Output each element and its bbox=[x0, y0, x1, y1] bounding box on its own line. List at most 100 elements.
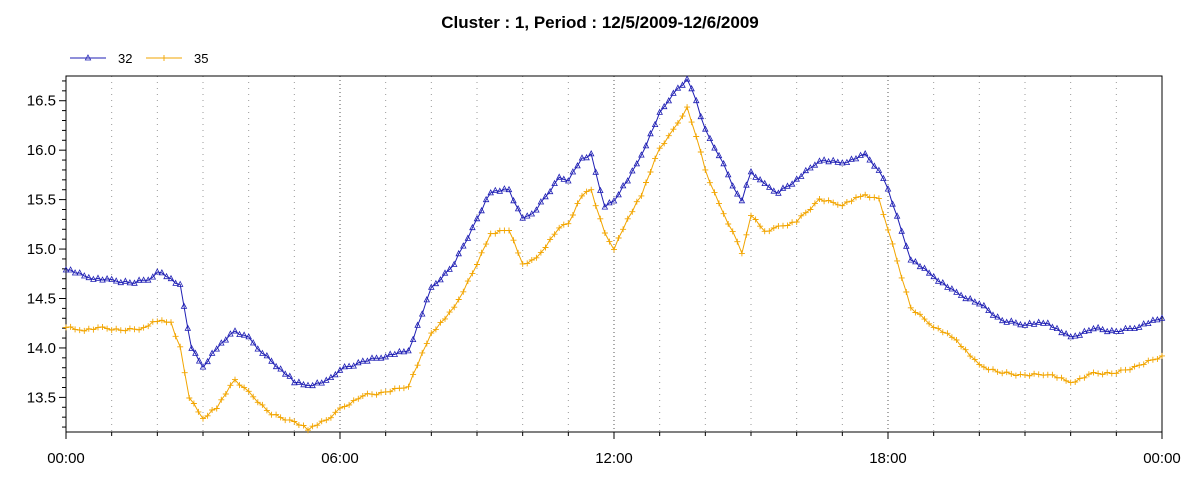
data-point bbox=[295, 378, 303, 385]
data-point bbox=[980, 364, 987, 371]
data-point bbox=[925, 269, 933, 276]
data-point bbox=[807, 206, 814, 213]
data-point bbox=[565, 220, 572, 227]
data-point bbox=[871, 194, 878, 201]
data-point bbox=[556, 224, 563, 231]
data-point bbox=[469, 223, 476, 231]
data-point bbox=[821, 198, 828, 205]
y-tick-label: 16.0 bbox=[27, 142, 56, 159]
data-point bbox=[875, 166, 883, 173]
data-point bbox=[679, 81, 686, 88]
data-point bbox=[802, 166, 810, 174]
data-point bbox=[592, 168, 599, 175]
data-point bbox=[373, 391, 380, 398]
data-point bbox=[784, 222, 791, 229]
data-point bbox=[418, 310, 426, 317]
y-tick-label: 15.5 bbox=[27, 192, 56, 209]
data-point bbox=[1085, 371, 1092, 378]
data-point bbox=[81, 272, 88, 279]
data-point bbox=[683, 75, 691, 82]
data-point bbox=[464, 278, 471, 285]
data-point bbox=[939, 329, 946, 336]
data-point bbox=[505, 185, 513, 193]
data-point bbox=[195, 357, 203, 364]
data-point bbox=[240, 331, 248, 338]
data-point bbox=[1122, 324, 1129, 331]
data-point bbox=[935, 325, 942, 332]
data-point bbox=[555, 173, 563, 180]
data-point bbox=[962, 346, 969, 353]
data-point bbox=[857, 151, 864, 158]
data-point bbox=[1072, 379, 1079, 385]
data-point bbox=[249, 339, 257, 346]
data-point bbox=[1058, 374, 1065, 381]
data-point bbox=[213, 405, 220, 412]
data-point bbox=[405, 383, 412, 390]
data-point bbox=[113, 325, 120, 332]
data-point bbox=[693, 133, 700, 140]
x-tick-label: 00:00 bbox=[47, 450, 85, 467]
data-point bbox=[254, 345, 262, 352]
data-point bbox=[1017, 371, 1024, 378]
data-point bbox=[551, 231, 558, 238]
data-point bbox=[665, 97, 673, 104]
data-point bbox=[514, 205, 522, 212]
data-point bbox=[734, 238, 741, 245]
data-point bbox=[729, 182, 736, 189]
data-point bbox=[149, 273, 157, 280]
data-point bbox=[747, 168, 755, 175]
data-point bbox=[446, 265, 453, 272]
data-point bbox=[619, 182, 627, 189]
data-point bbox=[286, 416, 293, 423]
data-point bbox=[190, 400, 197, 407]
data-point bbox=[291, 378, 298, 386]
data-point bbox=[359, 393, 366, 399]
data-point bbox=[323, 376, 330, 383]
data-point bbox=[291, 418, 298, 425]
data-point bbox=[496, 187, 504, 194]
data-point bbox=[428, 283, 435, 290]
data-point bbox=[894, 257, 901, 264]
data-point bbox=[647, 169, 654, 175]
data-point bbox=[1095, 370, 1102, 377]
data-point bbox=[615, 191, 622, 198]
data-point bbox=[85, 325, 92, 332]
data-point bbox=[154, 318, 161, 325]
data-point bbox=[104, 325, 111, 332]
data-point bbox=[560, 221, 567, 228]
data-point bbox=[848, 198, 855, 205]
data-point bbox=[1053, 324, 1061, 331]
data-point bbox=[186, 395, 193, 401]
data-point bbox=[231, 327, 239, 334]
data-point bbox=[241, 384, 248, 391]
data-point bbox=[300, 380, 307, 388]
data-point bbox=[738, 196, 746, 204]
data-point bbox=[839, 202, 846, 209]
data-point bbox=[898, 274, 905, 281]
data-point bbox=[1108, 326, 1116, 334]
data-point bbox=[154, 268, 161, 275]
data-point bbox=[798, 212, 805, 219]
data-point bbox=[811, 200, 818, 207]
data-point bbox=[437, 319, 444, 326]
data-point bbox=[917, 311, 923, 318]
data-point bbox=[501, 185, 508, 192]
y-tick-label: 15.0 bbox=[27, 241, 56, 258]
data-point bbox=[286, 372, 294, 379]
data-point bbox=[184, 324, 192, 331]
data-point bbox=[930, 272, 937, 280]
data-point bbox=[1022, 372, 1028, 378]
data-point bbox=[122, 277, 129, 284]
data-point bbox=[1113, 327, 1120, 334]
data-point bbox=[1126, 324, 1134, 331]
data-point bbox=[966, 295, 974, 302]
data-point bbox=[971, 298, 979, 305]
data-point bbox=[921, 316, 928, 323]
data-point bbox=[222, 336, 230, 343]
data-point bbox=[528, 257, 535, 263]
data-point bbox=[606, 199, 613, 206]
legend-item-35: 35 bbox=[146, 51, 208, 66]
data-point bbox=[725, 221, 732, 227]
data-point bbox=[117, 278, 125, 286]
series-32 bbox=[62, 75, 1166, 389]
